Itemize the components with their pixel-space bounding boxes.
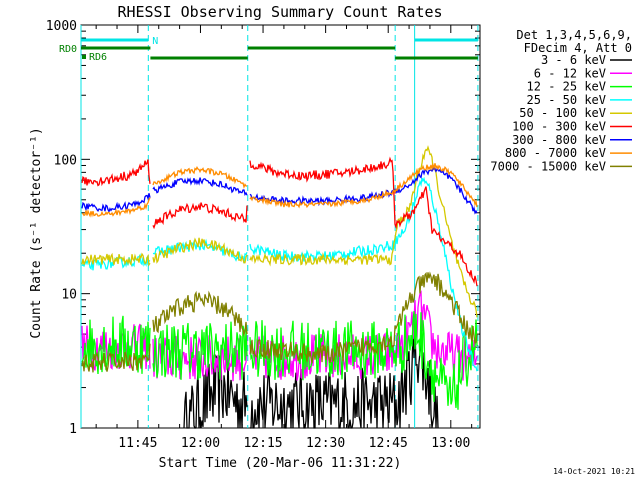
legend-label: 12 - 25 keV (527, 80, 606, 94)
series-line (81, 156, 478, 287)
x-tick-label: 12:45 (369, 436, 408, 451)
timestamp: 14-Oct-2021 10:21 (553, 467, 635, 476)
y-tick-label: 10 (61, 288, 77, 303)
legend-label: 7000 - 15000 keV (490, 159, 606, 173)
plot-area: 1 10 100 1000 11:45 12:00 12:15 12:30 12:45 13:00… (46, 19, 481, 451)
legend-header-line-1: Det 1,3,4,5,6,9, (516, 28, 632, 42)
chart-title: RHESSI Observing Summary Count Rates (117, 3, 442, 21)
legend-label: 100 - 300 keV (512, 120, 606, 134)
x-tick-label: 11:45 (118, 436, 157, 451)
legend-label: 25 - 50 keV (527, 93, 606, 107)
legend-label: 800 - 7000 keV (505, 146, 606, 160)
rd6-marker (82, 55, 86, 59)
series-line (183, 329, 439, 429)
series-line (81, 271, 478, 373)
series-line (81, 145, 478, 318)
x-tick-label: 13:00 (431, 436, 470, 451)
x-tick-label: 12:00 (181, 436, 220, 451)
x-axis-label: Start Time (20-Mar-06 11:31:22) (159, 456, 402, 471)
series-line (82, 162, 478, 218)
legend-label: 50 - 100 keV (519, 106, 606, 120)
y-tick-label: 1000 (46, 19, 77, 34)
legend-label: 3 - 6 keV (541, 53, 606, 67)
flag-label-rd0: RD0 (59, 44, 77, 55)
legend-label: 300 - 800 keV (512, 133, 606, 147)
y-tick-label: 1 (69, 422, 77, 437)
x-tick-label: 12:15 (243, 436, 282, 451)
y-axis-label: Count Rate (s⁻¹ detector⁻¹) (29, 127, 44, 338)
x-tick-label: 12:30 (306, 436, 345, 451)
y-tick-label: 100 (54, 153, 77, 168)
flag-label-rd6: RD6 (89, 52, 107, 63)
flag-label-n: N (152, 36, 158, 47)
legend-label: 6 - 12 keV (534, 66, 606, 80)
legend-header-line-2: FDecim 4, Att 0 (524, 41, 632, 55)
